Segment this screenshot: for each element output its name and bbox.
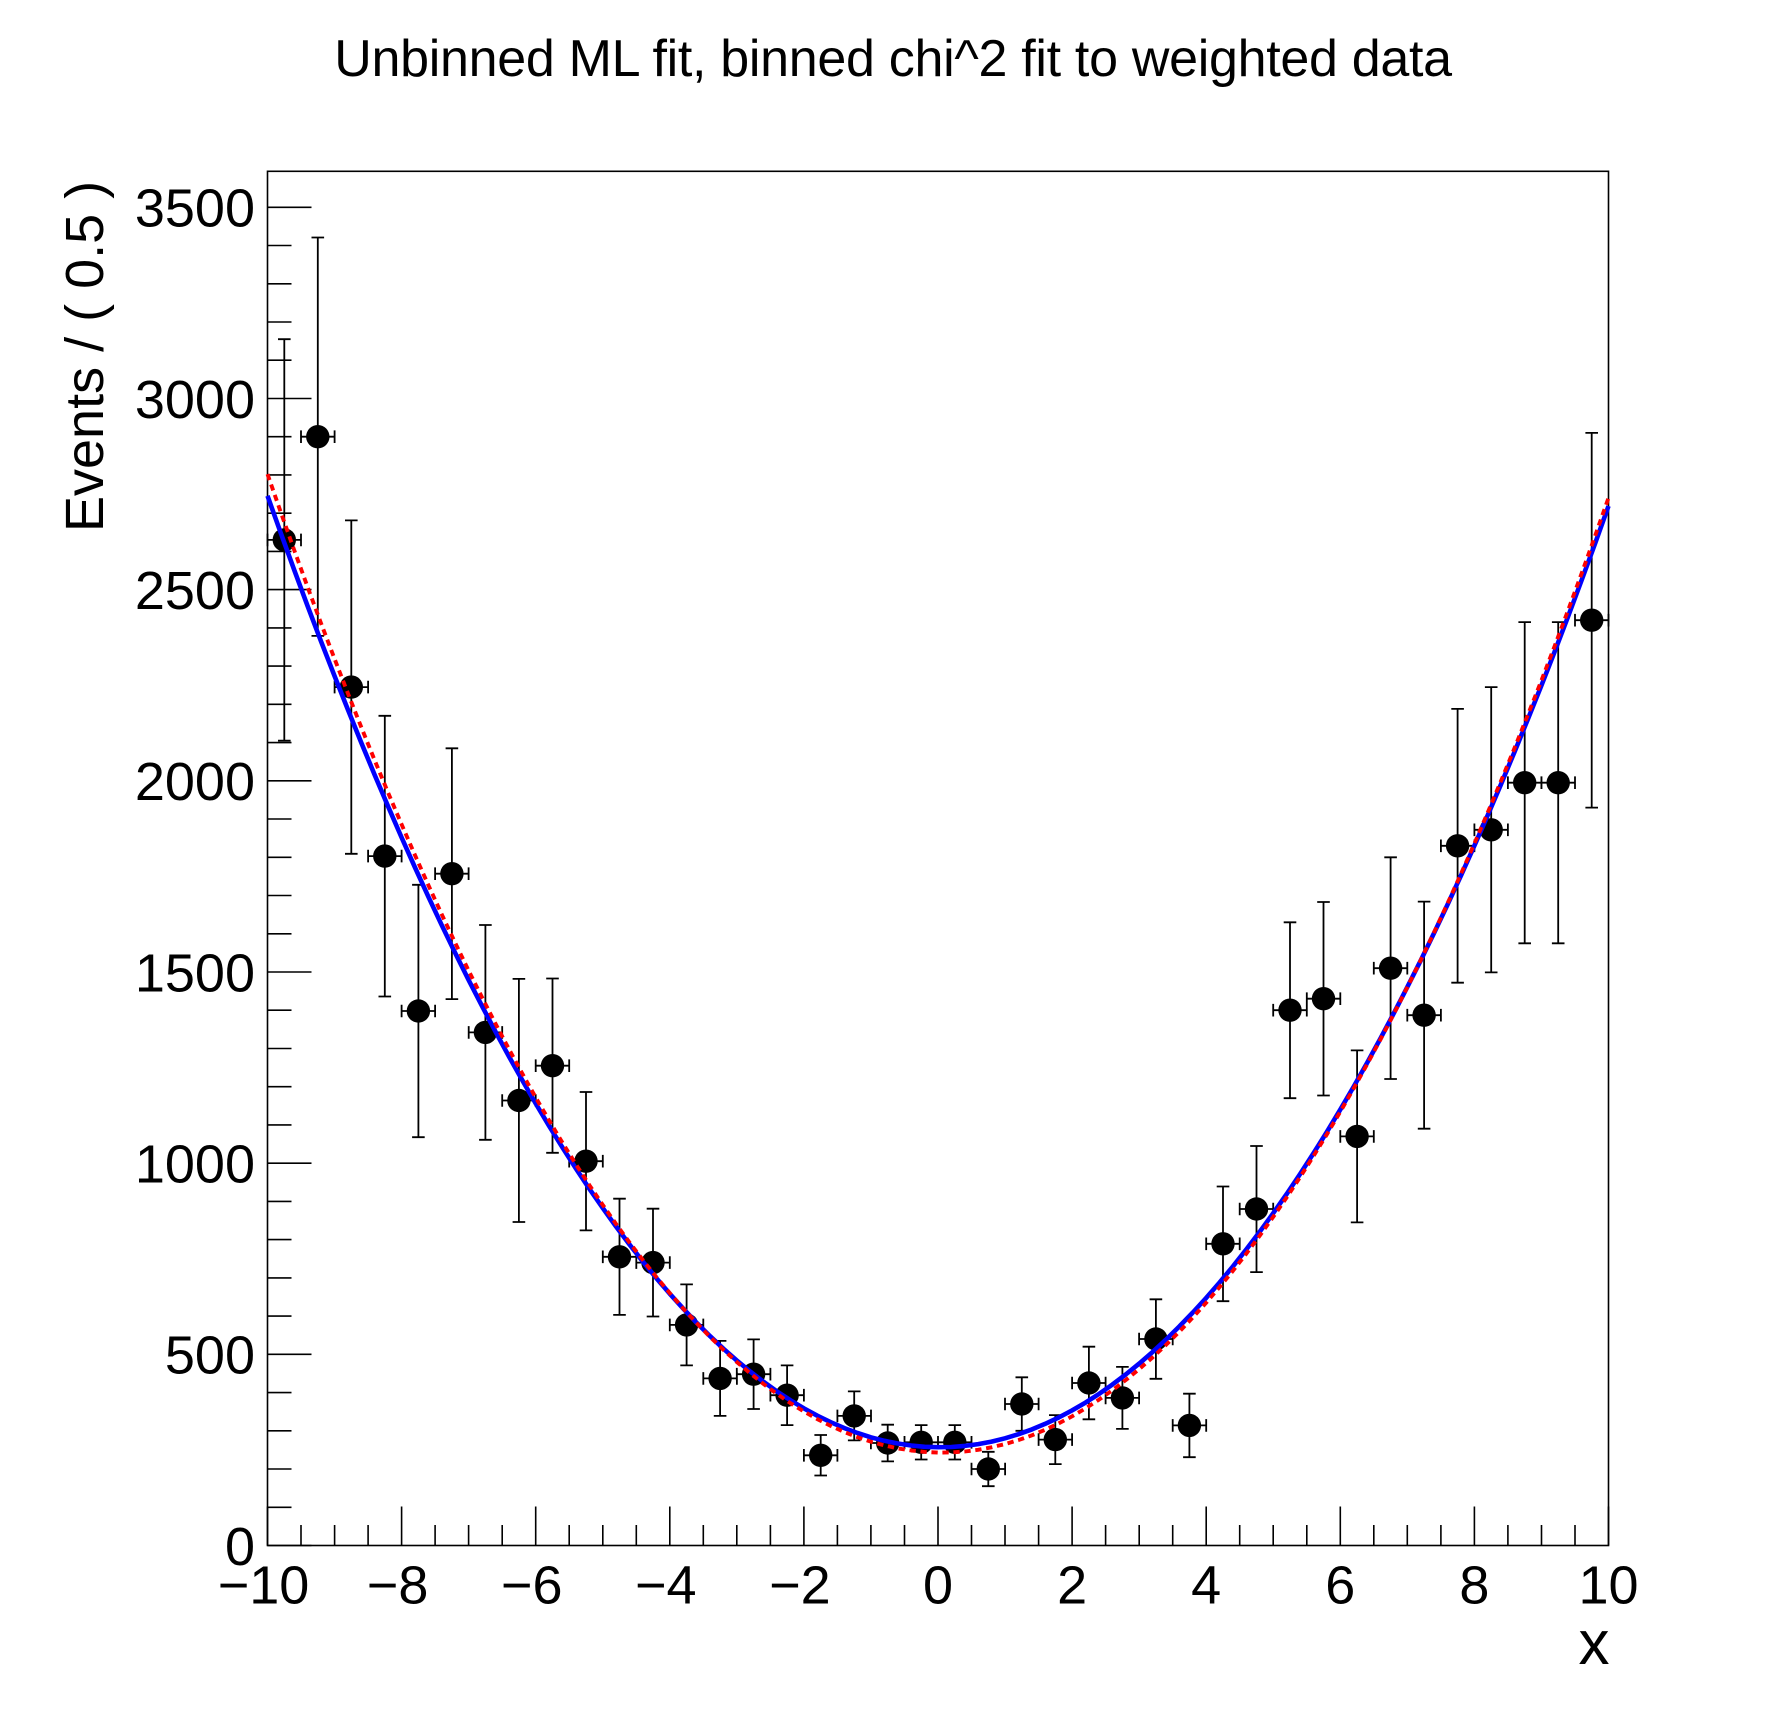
svg-text:Events / ( 0.5 ): Events / ( 0.5 ) bbox=[55, 181, 115, 532]
svg-text:−10: −10 bbox=[218, 1556, 310, 1616]
svg-text:500: 500 bbox=[165, 1326, 255, 1386]
svg-text:4: 4 bbox=[1191, 1556, 1221, 1616]
svg-text:8: 8 bbox=[1459, 1556, 1489, 1616]
svg-text:1500: 1500 bbox=[135, 943, 255, 1003]
svg-text:−4: −4 bbox=[635, 1556, 697, 1616]
svg-text:0: 0 bbox=[923, 1556, 953, 1616]
svg-text:2: 2 bbox=[1057, 1556, 1087, 1616]
svg-text:−6: −6 bbox=[501, 1556, 563, 1616]
svg-text:3500: 3500 bbox=[135, 179, 255, 239]
svg-text:2500: 2500 bbox=[135, 561, 255, 621]
svg-text:6: 6 bbox=[1325, 1556, 1355, 1616]
svg-text:0: 0 bbox=[225, 1517, 255, 1577]
svg-text:2000: 2000 bbox=[135, 752, 255, 812]
svg-text:3000: 3000 bbox=[135, 370, 255, 430]
svg-text:1000: 1000 bbox=[135, 1135, 255, 1195]
svg-text:−2: −2 bbox=[769, 1556, 831, 1616]
svg-text:10: 10 bbox=[1578, 1556, 1638, 1616]
svg-text:−8: −8 bbox=[367, 1556, 429, 1616]
svg-text:Unbinned ML fit, binned chi^2: Unbinned ML fit, binned chi^2 fit to wei… bbox=[334, 30, 1452, 88]
svg-text:x: x bbox=[1579, 1609, 1610, 1678]
